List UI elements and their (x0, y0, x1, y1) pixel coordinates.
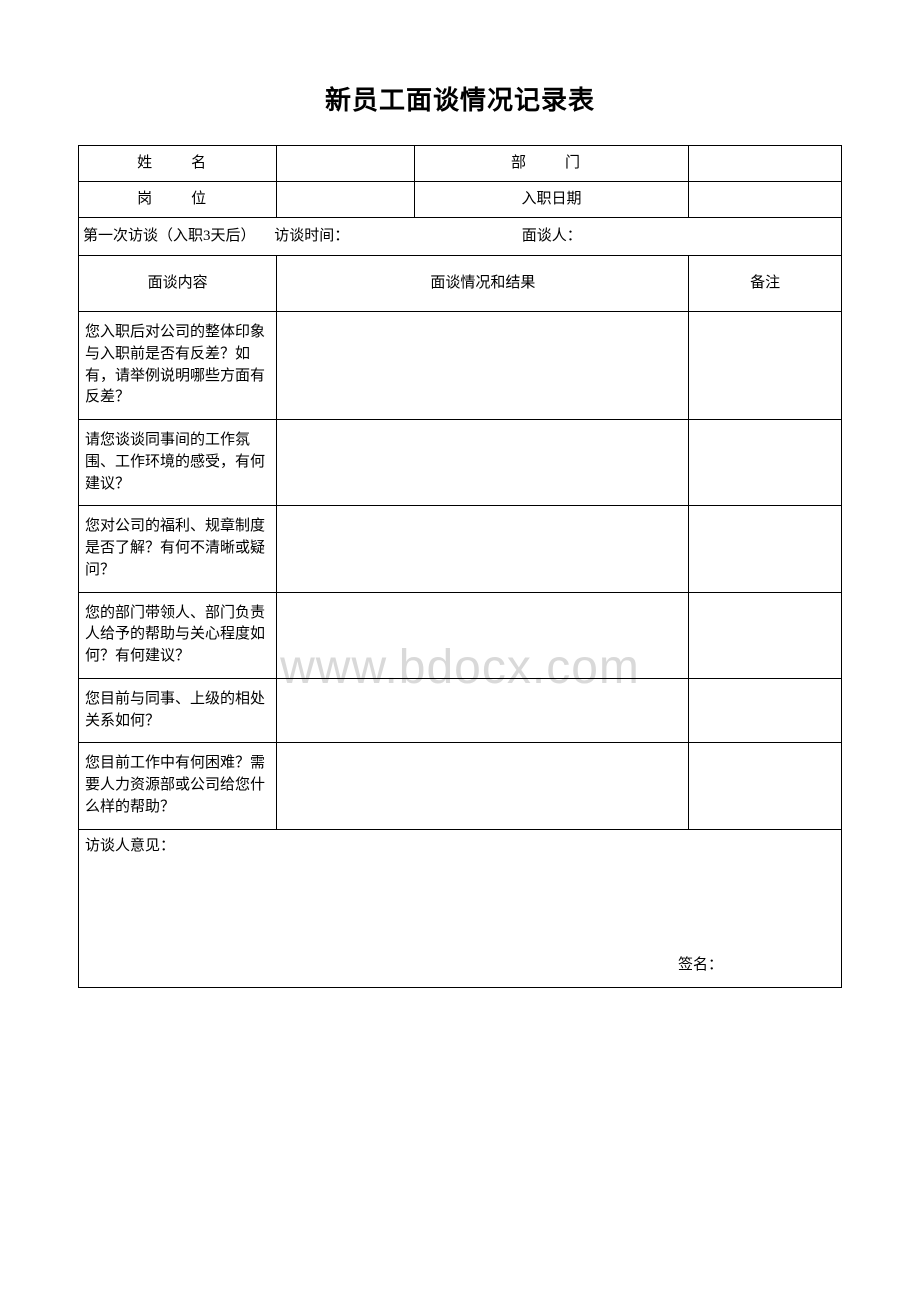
interview-time-label: 访谈时间： (274, 228, 349, 244)
question-remark[interactable] (689, 506, 842, 592)
position-label: 岗 位 (79, 182, 277, 218)
col-remark-label: 备注 (689, 256, 842, 312)
section-row: 第一次访谈（入职3天后） 访谈时间： 面谈人： (79, 218, 842, 256)
name-value[interactable] (277, 146, 414, 182)
question-result[interactable] (277, 312, 689, 420)
interviewer-label: 面谈人： (522, 228, 582, 244)
question-text: 请您谈谈同事间的工作氛围、工作环境的感受，有何建议？ (79, 420, 277, 506)
section-prefix: 第一次访谈（入职3天后） (83, 228, 256, 244)
question-row: 您的部门带领人、部门负责人给予的帮助与关心程度如何？有何建议？ (79, 592, 842, 678)
page-title: 新员工面谈情况记录表 (78, 80, 842, 117)
col-content-label: 面谈内容 (79, 256, 277, 312)
opinion-row: 访谈人意见： 签名： (79, 829, 842, 987)
question-remark[interactable] (689, 743, 842, 829)
question-row: 请您谈谈同事间的工作氛围、工作环境的感受，有何建议？ (79, 420, 842, 506)
question-result[interactable] (277, 592, 689, 678)
hiredate-value[interactable] (689, 182, 842, 218)
info-row-2: 岗 位 入职日期 (79, 182, 842, 218)
column-header-row: 面谈内容 面谈情况和结果 备注 (79, 256, 842, 312)
dept-value[interactable] (689, 146, 842, 182)
question-result[interactable] (277, 678, 689, 743)
section-cell: 第一次访谈（入职3天后） 访谈时间： 面谈人： (79, 218, 842, 256)
question-row: 您对公司的福利、规章制度是否了解？有何不清晰或疑问？ (79, 506, 842, 592)
question-result[interactable] (277, 743, 689, 829)
question-text: 您目前与同事、上级的相处关系如何？ (79, 678, 277, 743)
question-remark[interactable] (689, 678, 842, 743)
position-value[interactable] (277, 182, 414, 218)
question-remark[interactable] (689, 312, 842, 420)
opinion-label: 访谈人意见： (85, 838, 175, 854)
hiredate-label: 入职日期 (414, 182, 689, 218)
interview-form-table: 姓 名 部 门 岗 位 入职日期 第一次访谈（入职3天后） 访谈时间： 面谈人：… (78, 145, 842, 988)
dept-label: 部 门 (414, 146, 689, 182)
opinion-cell[interactable]: 访谈人意见： 签名： (79, 829, 842, 987)
name-label: 姓 名 (79, 146, 277, 182)
question-result[interactable] (277, 420, 689, 506)
question-text: 您对公司的福利、规章制度是否了解？有何不清晰或疑问？ (79, 506, 277, 592)
question-text: 您的部门带领人、部门负责人给予的帮助与关心程度如何？有何建议？ (79, 592, 277, 678)
question-row: 您目前与同事、上级的相处关系如何？ (79, 678, 842, 743)
question-result[interactable] (277, 506, 689, 592)
question-row: 您入职后对公司的整体印象与入职前是否有反差？如有，请举例说明哪些方面有反差？ (79, 312, 842, 420)
question-remark[interactable] (689, 420, 842, 506)
col-result-label: 面谈情况和结果 (277, 256, 689, 312)
question-remark[interactable] (689, 592, 842, 678)
question-row: 您目前工作中有何困难？需要人力资源部或公司给您什么样的帮助？ (79, 743, 842, 829)
question-text: 您入职后对公司的整体印象与入职前是否有反差？如有，请举例说明哪些方面有反差？ (79, 312, 277, 420)
sign-label: 签名： (678, 957, 723, 973)
info-row-1: 姓 名 部 门 (79, 146, 842, 182)
question-text: 您目前工作中有何困难？需要人力资源部或公司给您什么样的帮助？ (79, 743, 277, 829)
